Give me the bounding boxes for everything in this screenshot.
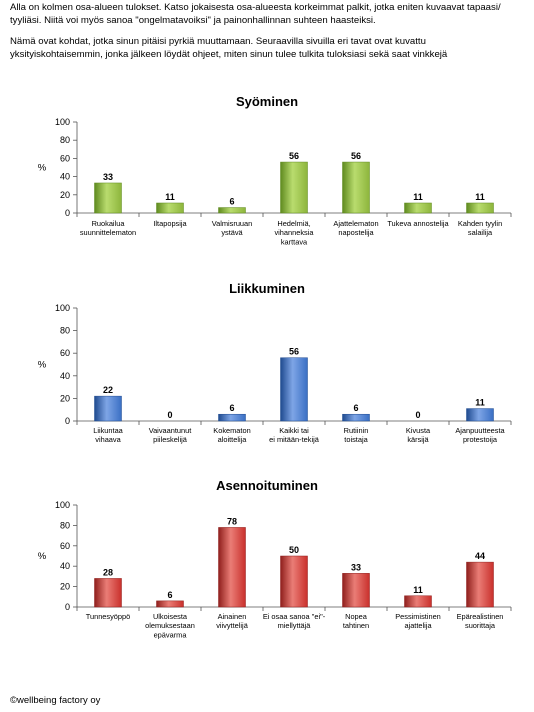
category-label: Hedelmiä, vihanneksia karttava [274, 219, 314, 246]
intro-line-2: tyyliäsi. Niitä voi myös sanoa "ongelmat… [10, 14, 376, 26]
data-label: 11 [475, 192, 485, 202]
bar-syominen [466, 202, 494, 214]
bar-asennoituminen [94, 578, 122, 608]
category-label: Iltapopsija [153, 219, 187, 228]
data-label: 11 [475, 398, 485, 408]
chart-asennoituminen-svg: Asennoituminen% 0 20 40 60 80 100 28 Tunnesyöppö… [38, 478, 512, 639]
category-label: Kokematon aloittelija [213, 426, 250, 444]
category-label: Tunnesyöppö [86, 612, 131, 621]
data-label: 0 [415, 410, 420, 420]
category-label: Kahden tyylin salailija [458, 219, 502, 237]
category-label: Ei osaa sanoa "ei"-miellyttäjä [263, 612, 326, 630]
data-label: 6 [167, 590, 172, 600]
y-tick-label: 40 [60, 371, 70, 381]
category-label: Ajanpuutteesta protestoija [455, 426, 505, 444]
data-label: 6 [229, 403, 234, 413]
y-axis-label: % [38, 163, 47, 174]
chart-syominen-svg: Syöminen% 0 20 40 60 80 100 33 Ruokailua suunnitt… [38, 94, 512, 246]
y-tick-label: 100 [55, 117, 70, 127]
y-tick-label: 80 [60, 135, 70, 145]
y-tick-label: 60 [60, 153, 70, 163]
y-tick-label: 20 [60, 190, 70, 200]
chart-title: Asennoituminen [216, 478, 318, 493]
y-tick-label: 20 [60, 393, 70, 403]
category-label: Rutiinin toistaja [344, 426, 369, 444]
chart-liikkuminen: Liikkuminen% 0 20 40 60 80 100 22 Liikuntaa vihaa… [0, 277, 534, 459]
y-tick-label: 60 [60, 541, 70, 551]
bar-syominen [218, 207, 246, 214]
category-label: Ainainen viivyttelijä [216, 612, 249, 630]
y-tick-label: 60 [60, 348, 70, 358]
category-label: Ajattelematon napostelija [333, 219, 378, 237]
data-label: 11 [165, 192, 175, 202]
data-label: 28 [103, 567, 113, 577]
y-axis-label: % [38, 551, 47, 562]
bar-syominen [94, 182, 122, 214]
y-tick-label: 100 [55, 500, 70, 510]
bar-liikkuminen [466, 408, 494, 422]
data-label: 6 [353, 403, 358, 413]
y-tick-label: 100 [55, 303, 70, 313]
category-label: Valmisruuan ystävä [212, 219, 253, 237]
data-label: 11 [413, 192, 423, 202]
bar-asennoituminen [404, 595, 432, 608]
chart-syominen: Syöminen% 0 20 40 60 80 100 33 Ruokailua suunnitt… [0, 90, 534, 260]
y-tick-label: 0 [65, 602, 70, 612]
intro-line-3: Nämä ovat kohdat, jotka sinun pitäisi py… [10, 36, 426, 48]
bar-asennoituminen [218, 527, 246, 608]
bar-asennoituminen [280, 555, 308, 608]
data-label: 56 [289, 347, 299, 357]
category-label: Vaivaantunut piileskelijä [149, 426, 192, 444]
data-label: 0 [167, 410, 172, 420]
footer-copyright: ©wellbeing factory oy [10, 695, 101, 706]
y-tick-label: 0 [65, 416, 70, 426]
category-label: Kaikki tai ei mitään-tekijä [269, 426, 320, 444]
data-label: 33 [351, 562, 361, 572]
category-label: Nopea tahtinen [343, 612, 369, 630]
data-label: 50 [289, 545, 299, 555]
bar-syominen [156, 202, 184, 214]
category-label: Ruokailua suunnittelematon [80, 219, 136, 237]
chart-asennoituminen: Asennoituminen% 0 20 40 60 80 100 28 Tunnesyöppö… [0, 474, 534, 664]
bar-syominen [404, 202, 432, 214]
data-label: 33 [103, 172, 113, 182]
category-label: Tukeva annostelija [387, 219, 449, 228]
intro-line-4: yksityiskohtaisemmin, jonka jälkeen löyd… [10, 48, 448, 60]
bar-syominen [342, 161, 370, 214]
bar-liikkuminen [94, 395, 122, 422]
bar-liikkuminen [342, 413, 370, 422]
y-tick-label: 80 [60, 326, 70, 336]
category-label: Ulkoisesta olemuksestaan epävarma [145, 612, 195, 639]
data-label: 56 [351, 151, 361, 161]
data-label: 22 [103, 385, 113, 395]
data-label: 56 [289, 151, 299, 161]
chart-title: Liikkuminen [229, 281, 305, 296]
category-label: Kivusta kärsijä [406, 426, 431, 444]
category-label: Epärealistinen suorittaja [457, 612, 504, 630]
data-label: 11 [413, 585, 423, 595]
intro-line-1: Alla on kolmen osa-alueen tulokset. Kats… [10, 2, 501, 13]
bar-syominen [280, 161, 308, 214]
y-tick-label: 40 [60, 172, 70, 182]
category-label: Liikuntaa vihaava [93, 426, 123, 444]
y-axis-label: % [38, 360, 47, 371]
bar-liikkuminen [280, 357, 308, 422]
data-label: 6 [229, 197, 234, 207]
data-label: 44 [475, 551, 485, 561]
intro-text: Alla on kolmen osa-alueen tulokset. Kats… [10, 2, 525, 61]
y-tick-label: 80 [60, 520, 70, 530]
y-tick-label: 20 [60, 582, 70, 592]
bar-asennoituminen [342, 573, 370, 608]
bar-asennoituminen [156, 600, 184, 608]
data-label: 78 [227, 516, 237, 526]
category-label: Pessimistinen ajattelija [395, 612, 441, 630]
chart-title: Syöminen [236, 94, 298, 109]
y-tick-label: 0 [65, 208, 70, 218]
bar-liikkuminen [218, 413, 246, 422]
y-tick-label: 40 [60, 561, 70, 571]
bar-asennoituminen [466, 561, 494, 608]
